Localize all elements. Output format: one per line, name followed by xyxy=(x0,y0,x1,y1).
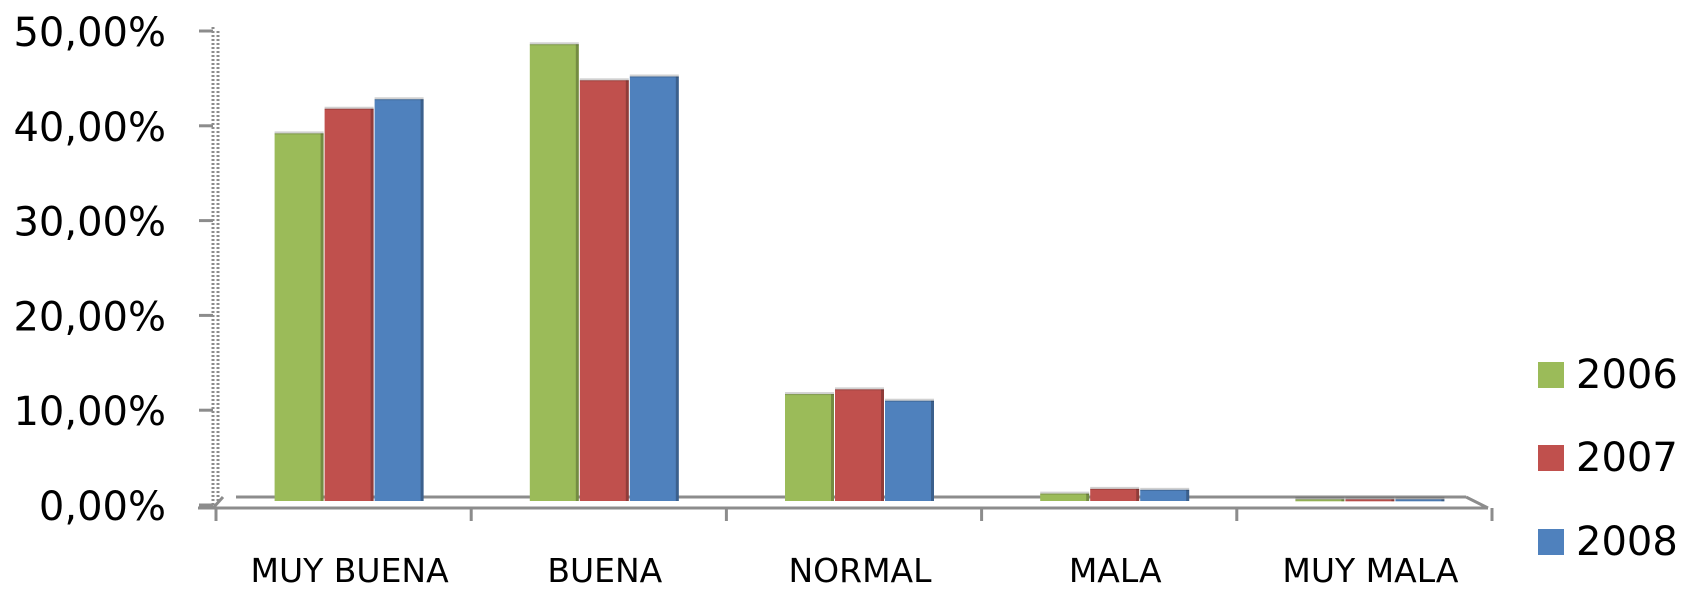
floor-right-edge xyxy=(1465,495,1489,510)
y-tick-label: 50,00% xyxy=(13,10,166,56)
legend-swatch-2007 xyxy=(1538,445,1564,471)
bar-side-2006 xyxy=(1086,493,1090,501)
legend: 2006 2007 2008 xyxy=(1538,352,1678,565)
legend-swatch-2008 xyxy=(1538,529,1564,555)
bar-top-2007 xyxy=(1345,497,1395,501)
bar-2007-normal xyxy=(835,389,884,501)
bar-top-2006 xyxy=(1040,491,1090,495)
bar-2008-normal xyxy=(885,400,934,501)
bar-top-2008 xyxy=(629,74,679,78)
bar-2007-muy-mala xyxy=(1345,499,1395,502)
y-tick-label: 10,00% xyxy=(13,389,166,435)
bar-2006-muy-buena xyxy=(274,133,324,501)
bar-2008-buena xyxy=(629,76,679,501)
x-tick-label: BUENA xyxy=(547,551,662,586)
x-tick-label: MUY BUENA xyxy=(251,551,450,586)
bar-2008-mala xyxy=(1140,489,1190,501)
bar-side-2007 xyxy=(1136,488,1140,501)
bar-side-2008 xyxy=(675,76,679,501)
x-tick-label: MALA xyxy=(1069,551,1162,586)
bar-side-2008 xyxy=(1441,499,1445,502)
bar-2006-normal xyxy=(785,394,834,501)
bar-top-2008 xyxy=(885,398,934,402)
bar-top-2008 xyxy=(1395,497,1445,501)
bar-side-2006 xyxy=(1341,499,1345,502)
x-tick-label: MUY MALA xyxy=(1282,551,1458,586)
bar-top-2007 xyxy=(1090,486,1140,490)
bar-2007-muy-buena xyxy=(324,108,374,502)
bar-side-2008 xyxy=(420,99,424,502)
legend-label-2007: 2007 xyxy=(1576,435,1678,481)
bar-side-2007 xyxy=(1391,499,1395,502)
bar-top-2008 xyxy=(374,97,424,101)
bar-top-2007 xyxy=(579,78,629,82)
bar-side-2007 xyxy=(370,108,374,502)
floor-left-edge xyxy=(211,495,225,510)
bar-2007-buena xyxy=(579,80,629,502)
bar-top-2006 xyxy=(529,42,579,46)
legend-label-2006: 2006 xyxy=(1576,352,1678,398)
y-tick-label: 30,00% xyxy=(13,200,166,246)
bar-side-2006 xyxy=(575,44,579,501)
bar-2006-mala xyxy=(1040,493,1090,501)
x-tick-label: NORMAL xyxy=(788,551,932,586)
bar-top-2006 xyxy=(274,131,324,135)
legend-label-2008: 2008 xyxy=(1576,519,1678,565)
bar-top-2007 xyxy=(835,387,884,391)
bar-side-2007 xyxy=(625,80,629,502)
y-tick-label: 0,00% xyxy=(39,484,166,530)
bar-side-2008 xyxy=(931,400,934,501)
bars xyxy=(274,42,1445,502)
bar-top-2006 xyxy=(1295,497,1345,501)
y-tick-label: 40,00% xyxy=(13,105,166,151)
bar-2008-muy-mala xyxy=(1395,499,1445,502)
bar-2008-muy-buena xyxy=(374,99,424,502)
bar-2007-mala xyxy=(1090,488,1140,501)
labels: 0,00% 10,00% 20,00% 30,00% 40,00% 50,00% MUY B… xyxy=(13,10,1458,590)
bar-side-2007 xyxy=(881,389,884,501)
bar-top-2008 xyxy=(1140,487,1190,491)
bar-2006-muy-mala xyxy=(1295,499,1345,502)
bar-top-2006 xyxy=(785,392,834,396)
bar-2006-buena xyxy=(529,44,579,501)
bar-side-2006 xyxy=(831,394,834,501)
y-tick-label: 20,00% xyxy=(13,294,166,340)
bar-side-2006 xyxy=(320,133,324,501)
bar-top-2007 xyxy=(324,106,374,110)
bar-side-2008 xyxy=(1186,489,1190,501)
legend-swatch-2006 xyxy=(1538,362,1564,388)
